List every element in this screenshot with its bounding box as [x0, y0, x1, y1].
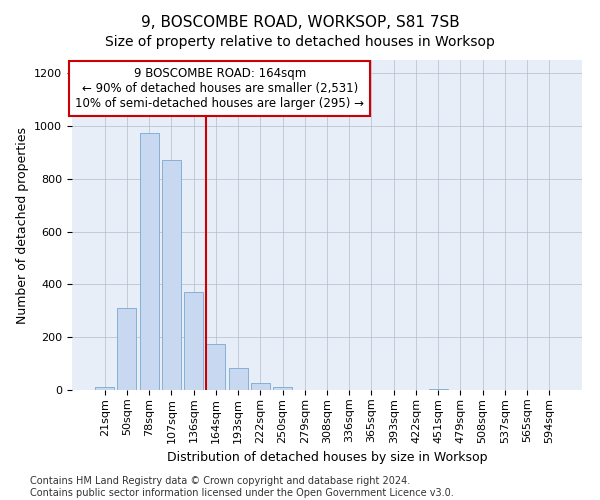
- Text: 9 BOSCOMBE ROAD: 164sqm
← 90% of detached houses are smaller (2,531)
10% of semi: 9 BOSCOMBE ROAD: 164sqm ← 90% of detache…: [76, 66, 364, 110]
- Bar: [229, 368, 248, 390]
- Bar: [140, 132, 158, 390]
- Bar: [251, 384, 270, 390]
- Bar: [273, 388, 292, 390]
- Bar: [118, 308, 136, 390]
- Text: Contains HM Land Registry data © Crown copyright and database right 2024.
Contai: Contains HM Land Registry data © Crown c…: [30, 476, 454, 498]
- Bar: [206, 344, 225, 390]
- Text: 9, BOSCOMBE ROAD, WORKSOP, S81 7SB: 9, BOSCOMBE ROAD, WORKSOP, S81 7SB: [140, 15, 460, 30]
- Y-axis label: Number of detached properties: Number of detached properties: [16, 126, 29, 324]
- Bar: [429, 388, 448, 390]
- Bar: [184, 292, 203, 390]
- X-axis label: Distribution of detached houses by size in Worksop: Distribution of detached houses by size …: [167, 451, 487, 464]
- Bar: [162, 160, 181, 390]
- Text: Size of property relative to detached houses in Worksop: Size of property relative to detached ho…: [105, 35, 495, 49]
- Bar: [95, 388, 114, 390]
